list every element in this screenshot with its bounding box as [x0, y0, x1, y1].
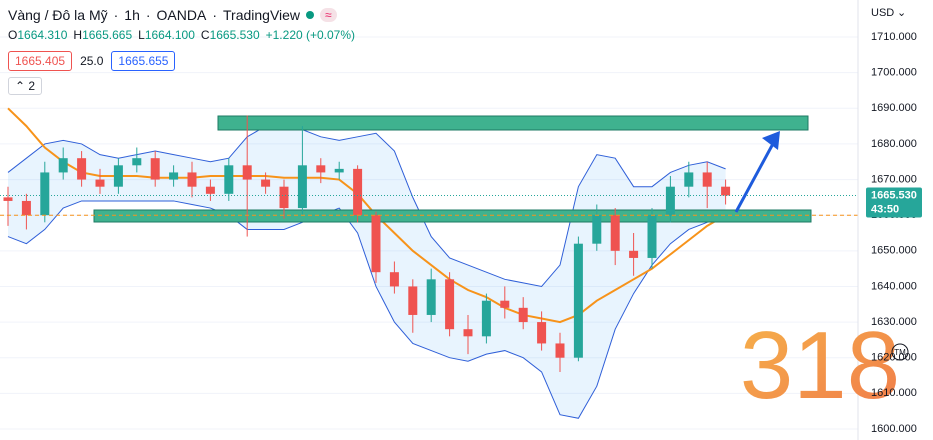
- ohlc-value: 1664.310: [17, 28, 68, 42]
- watermark: 318: [740, 312, 900, 419]
- candle-body: [205, 186, 215, 194]
- candle-body: [555, 343, 565, 358]
- y-tick-label: 1710.000: [871, 31, 917, 43]
- tv-logo-text: TM: [894, 348, 906, 357]
- ohlc-item: C1665.530: [201, 28, 260, 42]
- last-price-label: 1665.530: [871, 189, 917, 201]
- candle-body: [445, 279, 455, 330]
- candle-body: [481, 300, 491, 337]
- candle-body: [261, 179, 271, 187]
- bollinger-band: [7, 125, 726, 287]
- candle-body: [389, 272, 399, 287]
- forecast-arrow: [734, 139, 777, 213]
- candle-body: [518, 307, 528, 323]
- legend: Vàng / Đô la Mỹ · 1h · OANDA · TradingView …: [8, 5, 355, 95]
- y-tick-label: 1700.000: [871, 67, 917, 79]
- candle-body: [500, 300, 510, 308]
- delay-icon[interactable]: ≈: [320, 8, 337, 22]
- y-tick-label: 1600.000: [871, 423, 917, 435]
- candle-body: [169, 172, 179, 180]
- source: TradingView: [223, 7, 301, 23]
- candle-body: [592, 215, 602, 244]
- y-tick-label: 1630.000: [871, 316, 917, 328]
- y-tick-label: 1680.000: [871, 138, 917, 150]
- candle-body: [3, 197, 13, 201]
- sell-button[interactable]: 1665.405: [8, 51, 73, 71]
- candle-body: [629, 250, 639, 258]
- interval[interactable]: 1h: [124, 7, 140, 23]
- support-zone: [93, 209, 812, 223]
- ohlc-item: L1664.100: [138, 28, 195, 42]
- candle-body: [95, 179, 105, 187]
- candle-body: [684, 172, 694, 187]
- arrow-head: [762, 131, 780, 150]
- candle-body: [40, 172, 50, 216]
- candle-body: [58, 158, 68, 173]
- countdown: 43:50: [871, 203, 899, 215]
- tv-logo: [891, 343, 909, 361]
- candle-body: [721, 186, 731, 196]
- change: +1.220 (+0.07%): [265, 28, 356, 42]
- y-tick-label: 1690.000: [871, 102, 917, 114]
- candle-body: [279, 186, 289, 209]
- indicator-count: 2: [28, 79, 36, 93]
- candle-body: [371, 215, 381, 273]
- ohlc-item: H1665.665: [73, 28, 132, 42]
- y-tick-label: 1670.000: [871, 173, 917, 185]
- candle-body: [408, 286, 418, 315]
- ohlc-key: O: [8, 28, 18, 42]
- ohlc-row: O1664.310 H1665.665 L1664.100 C1665.530 +1.2…: [8, 28, 355, 42]
- candle-body: [77, 158, 87, 180]
- y-tick-label: 1610.000: [871, 387, 917, 399]
- symbol[interactable]: Vàng / Đô la Mỹ: [8, 7, 108, 23]
- candle-body: [132, 158, 142, 166]
- ohlc-key: H: [73, 28, 83, 42]
- broker: OANDA: [156, 7, 207, 23]
- candle-body: [297, 165, 307, 209]
- ohlc-item: O1664.310: [8, 28, 67, 42]
- candle-body: [21, 200, 31, 216]
- candle-body: [610, 215, 620, 251]
- candle-body: [702, 172, 712, 187]
- candle-body: [353, 168, 363, 216]
- y-tick-label: 1640.000: [871, 280, 917, 292]
- candle-body: [647, 215, 657, 258]
- ohlc-value: 1665.665: [82, 28, 133, 42]
- candle-body: [187, 172, 197, 187]
- candle-body: [113, 165, 123, 187]
- candle-body: [665, 186, 675, 216]
- candle-body: [426, 279, 436, 315]
- ohlc-key: C: [200, 28, 210, 42]
- indicators-toggle[interactable]: ⌃ 2: [8, 77, 43, 95]
- y-tick-label: 1620.000: [871, 352, 917, 364]
- candle-body: [463, 329, 473, 337]
- y-tick-label: 1650.000: [871, 245, 917, 257]
- resistance-zone: [217, 115, 809, 131]
- spread: 25.0: [80, 54, 104, 68]
- ohlc-key: L: [138, 28, 145, 42]
- ohlc-value: 1664.100: [144, 28, 195, 42]
- candle-body: [573, 243, 583, 358]
- band-fill: [8, 126, 726, 419]
- bollinger-band: [7, 200, 726, 419]
- candle-body: [537, 322, 547, 344]
- candle-body: [334, 168, 344, 173]
- candle-body: [242, 165, 252, 180]
- currency-dropdown[interactable]: ⌄: [897, 7, 906, 19]
- market-status[interactable]: [306, 11, 315, 19]
- moving-average: [7, 107, 727, 324]
- trade-row: 1665.405 25.0 1665.655: [8, 51, 355, 71]
- candle-body: [224, 165, 234, 194]
- candle-body: [150, 158, 160, 180]
- currency: USD: [871, 7, 894, 19]
- last-price-box: [866, 187, 922, 218]
- symbol-row: Vàng / Đô la Mỹ · 1h · OANDA · TradingView …: [8, 5, 355, 25]
- candle-body: [316, 165, 326, 173]
- buy-button[interactable]: 1665.655: [111, 51, 176, 71]
- ohlc-value: 1665.530: [209, 28, 260, 42]
